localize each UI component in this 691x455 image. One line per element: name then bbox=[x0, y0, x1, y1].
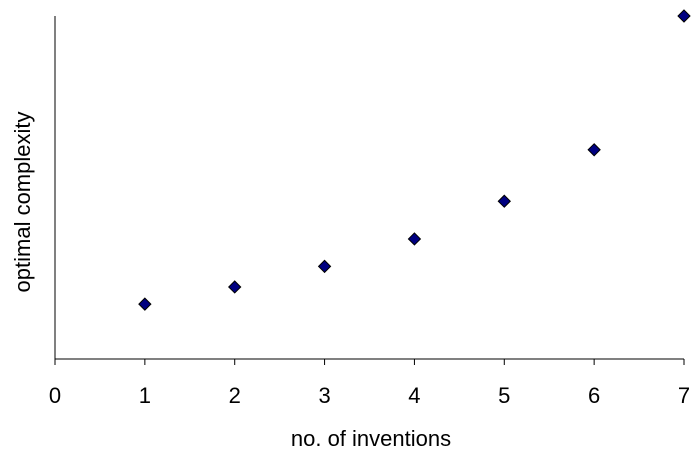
axes bbox=[54, 16, 684, 360]
y-axis-label: optimal complexity bbox=[10, 112, 35, 293]
data-point bbox=[587, 143, 601, 157]
x-tick-label: 7 bbox=[678, 383, 690, 408]
data-point bbox=[407, 232, 422, 246]
data-point bbox=[138, 297, 152, 311]
x-tick-label: 1 bbox=[139, 383, 151, 408]
data-point bbox=[677, 9, 691, 23]
data-point bbox=[497, 194, 511, 208]
data-point bbox=[317, 259, 332, 274]
x-tick-label: 0 bbox=[49, 383, 61, 408]
data-point bbox=[228, 280, 242, 294]
x-axis-label: no. of inventions bbox=[291, 426, 451, 451]
x-tick-label: 2 bbox=[229, 383, 241, 408]
x-axis-ticks: 0 1 2 3 4 5 6 7 bbox=[49, 359, 690, 408]
data-points bbox=[138, 9, 691, 311]
x-tick-label: 3 bbox=[318, 383, 330, 408]
x-tick-label: 6 bbox=[588, 383, 600, 408]
x-tick-label: 5 bbox=[498, 383, 510, 408]
x-tick-label: 4 bbox=[408, 383, 420, 408]
